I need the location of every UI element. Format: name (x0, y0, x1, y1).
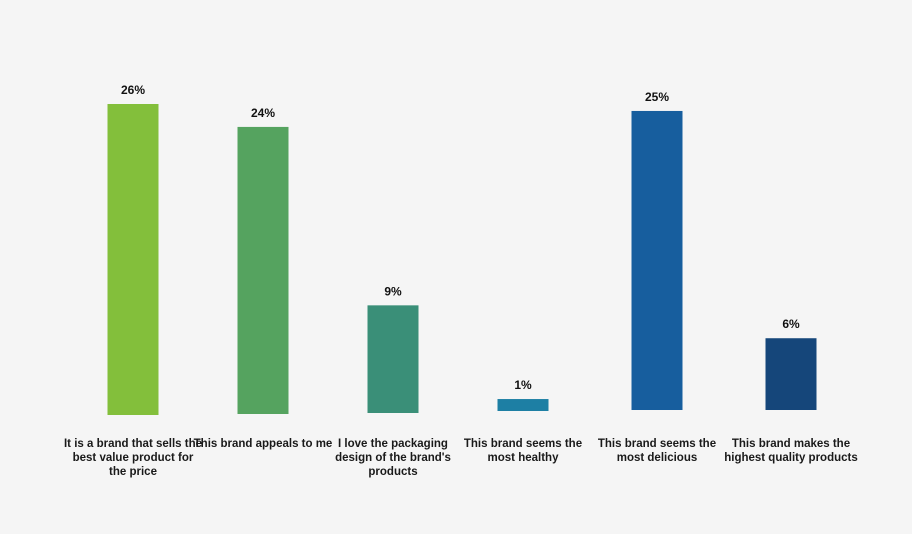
data-label-1: 26% (121, 83, 145, 97)
data-label-2: 24% (251, 106, 275, 120)
category-label-2: This brand appeals to me (193, 438, 333, 450)
category-label-6: This brand makes the highest quality pro… (724, 438, 858, 464)
category-label-4: This brand seems the most healthy (463, 438, 583, 464)
bar-4 (497, 399, 549, 411)
bar-5 (631, 110, 683, 410)
data-label-5: 25% (645, 90, 669, 104)
category-label-1: It is a brand that sells the best value … (63, 438, 203, 478)
bar-3 (367, 305, 419, 413)
data-label-3: 9% (384, 284, 402, 298)
bar-1 (107, 104, 159, 415)
data-label-4: 1% (514, 378, 532, 392)
data-label-6: 6% (782, 317, 800, 331)
category-label-5: This brand seems the most delicious (597, 438, 717, 464)
bar-6 (765, 338, 817, 410)
category-label-3: I love the packaging design of the brand… (335, 438, 451, 478)
bar-2 (237, 126, 289, 414)
